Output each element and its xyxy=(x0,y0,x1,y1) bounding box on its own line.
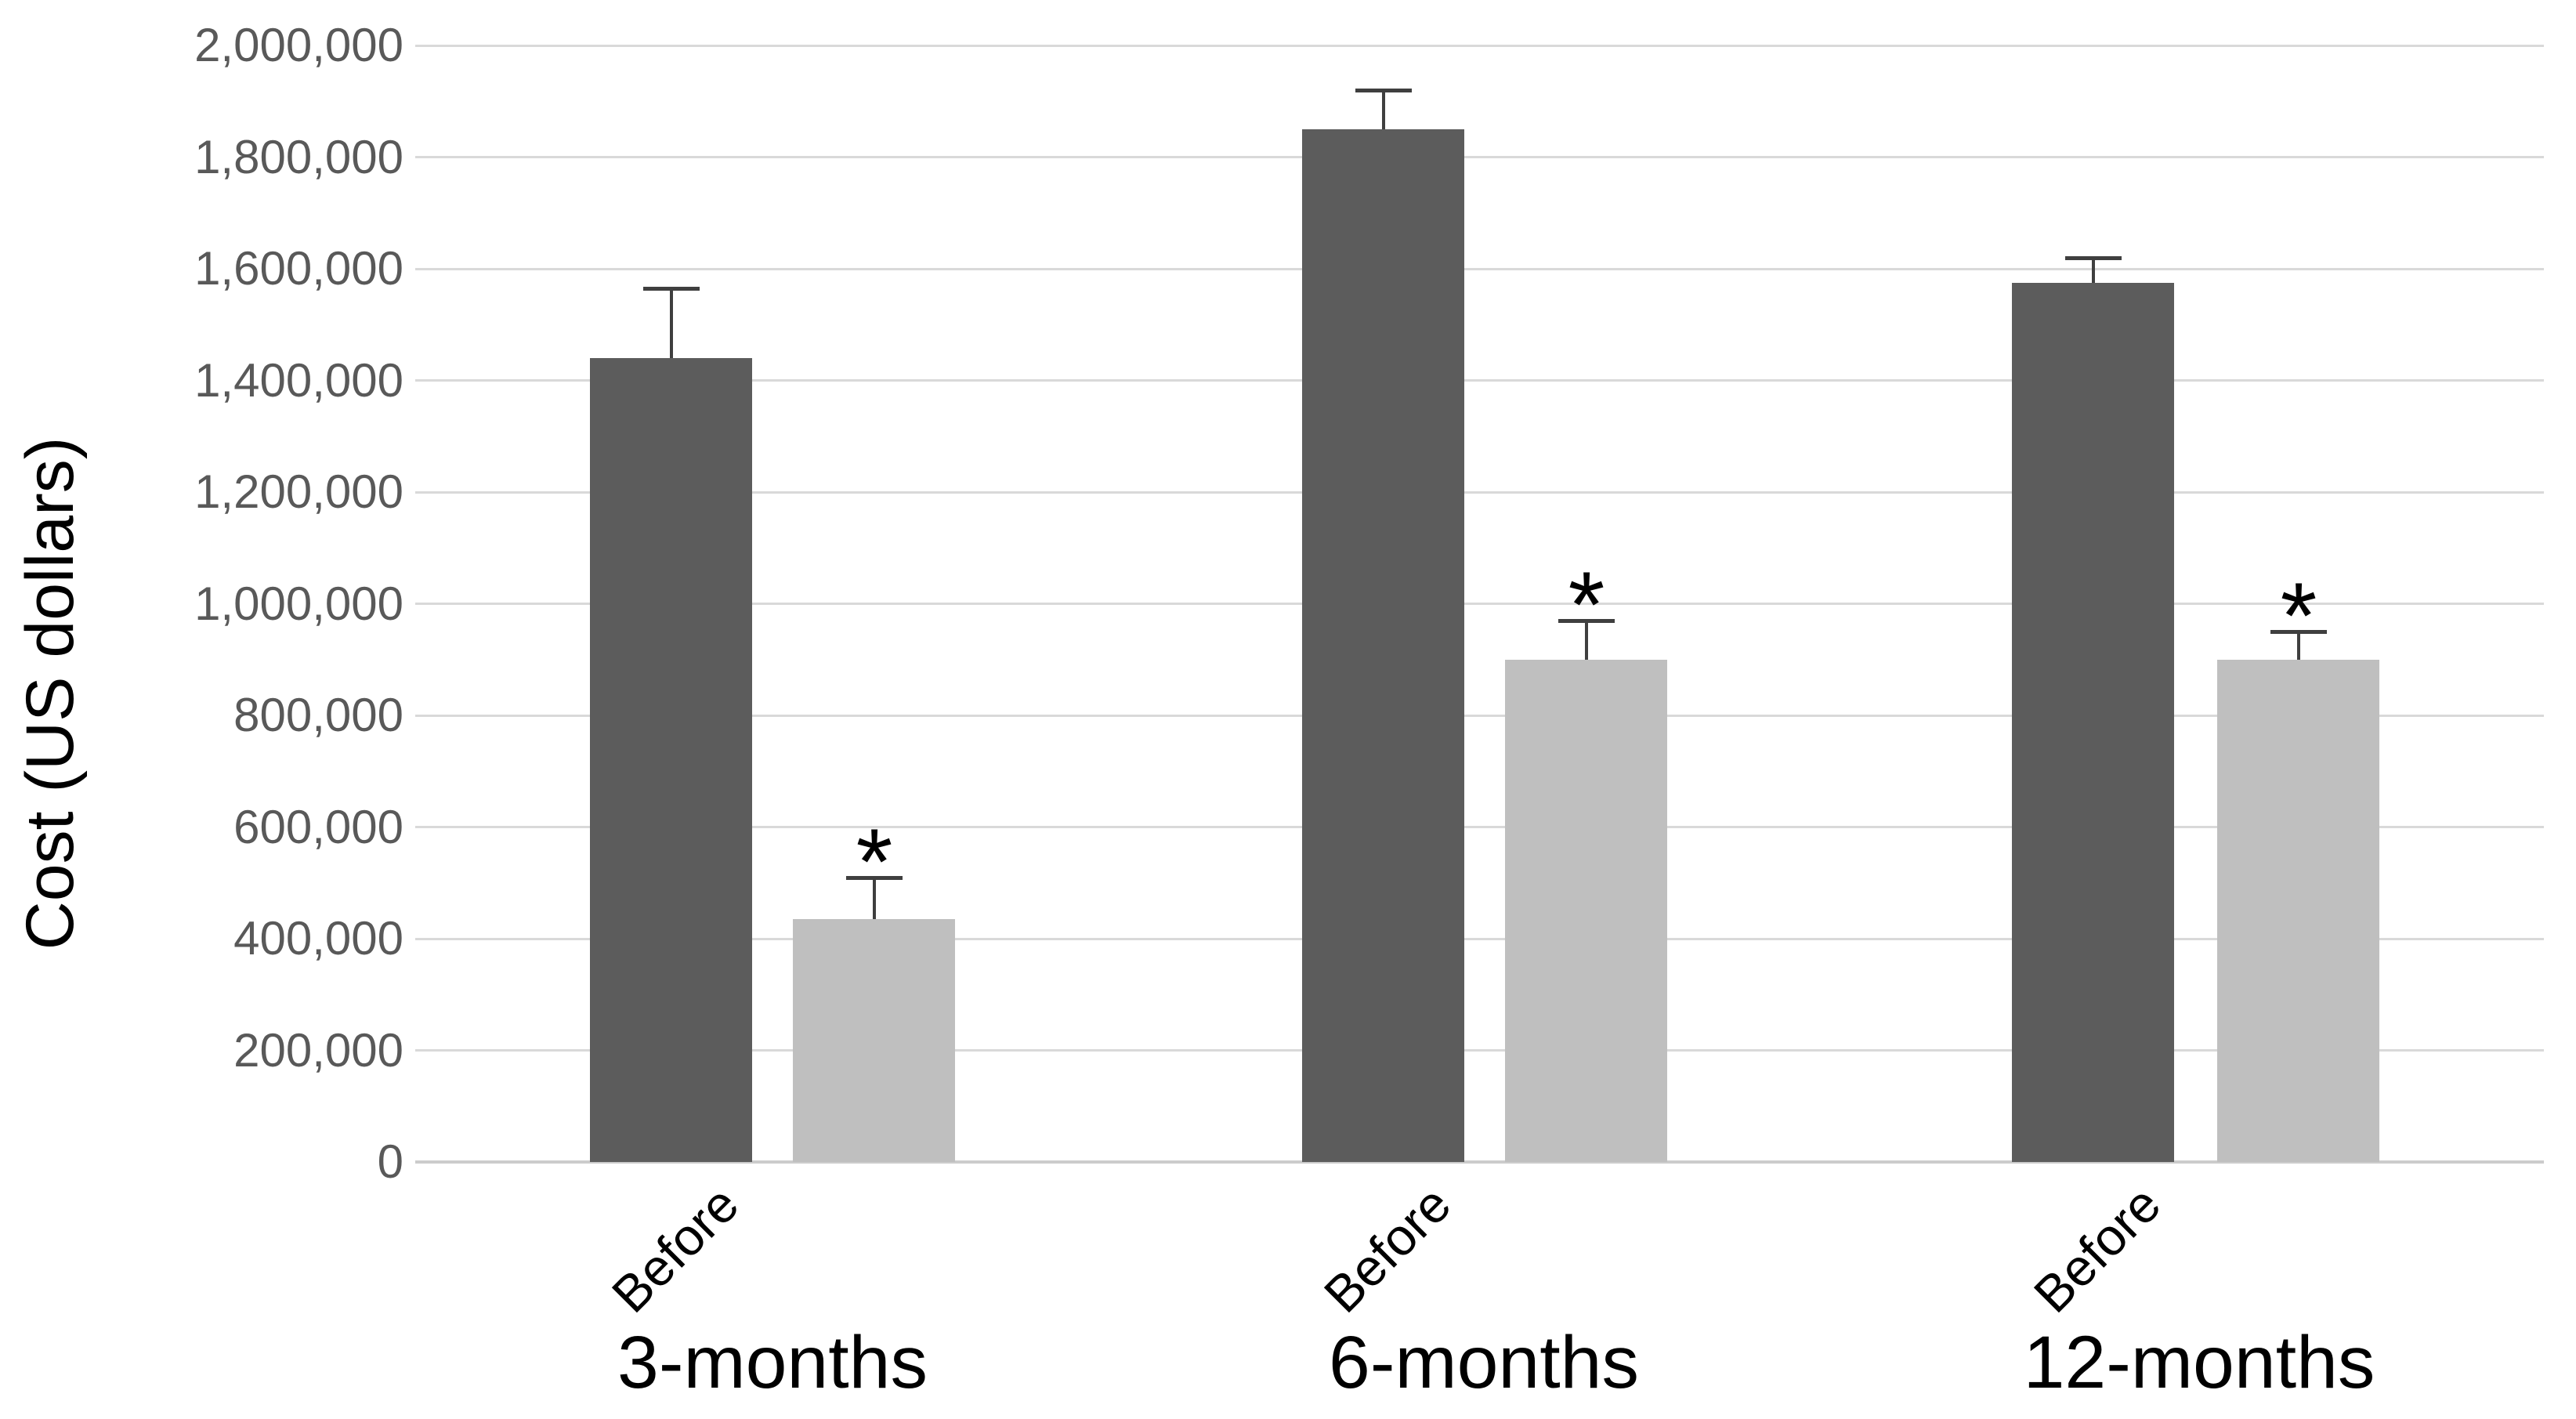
y-gridline xyxy=(415,156,2544,158)
group-label-3: 12-months xyxy=(2023,1321,2375,1404)
error-bar-cap xyxy=(846,876,903,880)
bar-light-3 xyxy=(2217,660,2379,1162)
y-gridline xyxy=(415,491,2544,494)
y-gridline xyxy=(415,715,2544,717)
error-bar-cap xyxy=(2065,256,2122,260)
error-bar-stem xyxy=(1585,621,1588,660)
error-bar-stem xyxy=(2092,258,2095,283)
y-tick-label: 600,000 xyxy=(233,801,403,853)
y-tick-label: 0 xyxy=(377,1135,403,1188)
y-tick-label: 400,000 xyxy=(233,912,403,965)
error-bar-cap xyxy=(1558,619,1615,623)
y-tick-label: 1,600,000 xyxy=(194,242,403,295)
y-gridline xyxy=(415,379,2544,382)
y-gridline xyxy=(415,826,2544,828)
y-gridline xyxy=(415,938,2544,940)
bar-dark-2 xyxy=(1302,129,1464,1162)
group-label-2: 6-months xyxy=(1328,1321,1639,1404)
y-tick-label: 1,000,000 xyxy=(194,577,403,630)
bar-dark-1 xyxy=(590,358,752,1162)
y-tick-label: 2,000,000 xyxy=(194,19,403,71)
y-gridline xyxy=(415,268,2544,270)
significance-asterisk: * xyxy=(2280,563,2317,668)
y-tick-label: 200,000 xyxy=(233,1024,403,1077)
y-gridline xyxy=(415,45,2544,47)
error-bar-stem xyxy=(670,288,673,358)
error-bar-stem xyxy=(1382,90,1385,129)
error-bar-cap xyxy=(2270,630,2327,634)
y-tick-label: 1,200,000 xyxy=(194,465,403,518)
error-bar-cap xyxy=(643,287,700,291)
error-bar-cap xyxy=(1355,89,1412,92)
y-gridline xyxy=(415,1049,2544,1052)
x-axis-line xyxy=(415,1160,2544,1164)
bar-light-1 xyxy=(793,919,955,1162)
y-tick-label: 1,800,000 xyxy=(194,131,403,183)
significance-asterisk: * xyxy=(856,809,893,914)
error-bar-stem xyxy=(2297,632,2300,660)
significance-asterisk: * xyxy=(1568,552,1605,657)
bar-light-2 xyxy=(1505,660,1667,1162)
group-label-1: 3-months xyxy=(617,1321,928,1404)
y-tick-label: 1,400,000 xyxy=(194,354,403,407)
bar-dark-3 xyxy=(2012,283,2174,1162)
y-gridline xyxy=(415,603,2544,605)
error-bar-stem xyxy=(873,878,876,919)
y-tick-label: 800,000 xyxy=(233,689,403,741)
